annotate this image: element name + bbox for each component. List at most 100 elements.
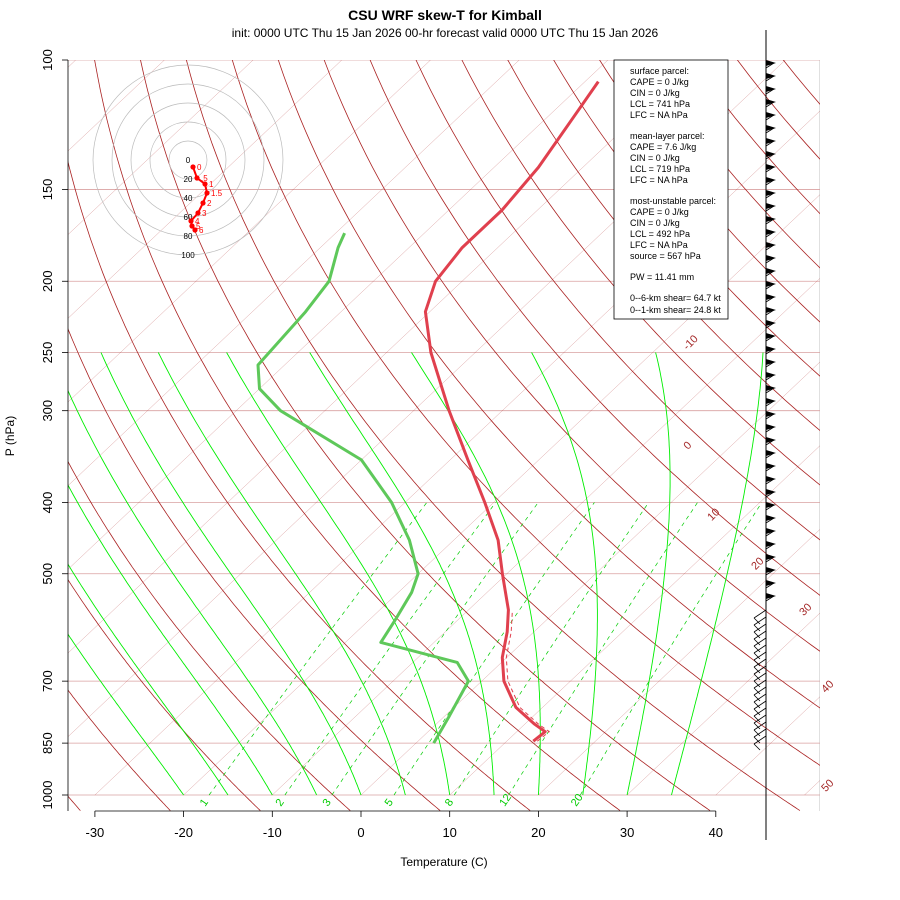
moist-adiabat [411,352,541,796]
y-tick-label: 400 [40,492,55,514]
mixing-ratio-line [393,502,595,796]
wind-pennant [766,99,776,105]
dry-adiabat [68,689,171,811]
wind-pennant [766,86,776,92]
wind-barb [753,693,767,703]
dry-adiabat [816,44,900,811]
wind-barb [753,659,761,667]
hodograph-height-label: 1 [209,180,214,189]
dry-adiabat [68,579,261,811]
dry-adiabat [736,60,820,160]
wind-barb [765,101,775,108]
wind-barb [753,722,761,730]
wind-barb [765,517,775,524]
wind-barb [753,707,767,717]
wind-barb [753,645,761,653]
moist-adiabat [531,352,598,796]
y-tick-label: 500 [40,563,55,585]
wind-barb [753,624,761,632]
isotherm-label: 20 [749,555,766,572]
wind-barb [765,127,775,134]
wind-barb [753,743,761,751]
y-tick-label: 700 [40,670,55,692]
mu-cape: CAPE = 0 J/kg [630,207,689,217]
wind-pennant [766,125,776,131]
x-tick-label: -30 [86,825,105,840]
isotherm-line [68,60,520,486]
mu-source: source = 567 hPa [630,251,701,261]
x-tick-label: -10 [263,825,282,840]
wind-pennant [766,242,776,248]
isotherm-line [68,60,165,152]
moist-adiabat [68,563,229,796]
hodograph-ring [130,102,246,218]
wind-pennant [766,190,776,196]
isotherm-line [538,529,820,796]
hodograph-point [192,227,198,233]
moist-adiabat [68,633,184,796]
wind-barb [753,721,767,731]
wind-pennant [766,450,776,456]
dry-adiabat [861,44,900,811]
surface-cape: CAPE = 0 J/kg [630,77,689,87]
isotherm-line [68,60,609,570]
wind-pennant [766,268,776,274]
chart-title: CSU WRF skew-T for Kimball [348,7,542,23]
isotherm-line [893,60,900,795]
dry-adiabat [461,60,820,486]
hodograph-height-label: 1.5 [211,189,223,198]
wind-barb [765,218,775,225]
mixing-ratio-line [208,502,428,796]
moist-adiabat [671,352,764,796]
hodograph-height-label: 2 [207,199,212,208]
wind-barb [765,114,775,121]
wind-barb [765,400,775,407]
hodograph-ring [92,64,284,256]
dry-adiabat [140,60,711,811]
mixing-ratio-label: 1 [198,797,211,809]
wind-barb [753,631,761,639]
hodograph-ring-label: 20 [184,175,193,184]
wind-barb [753,672,767,682]
wind-barb [765,374,775,381]
wind-barb [753,708,761,716]
hodograph-height-label: .5 [201,174,208,183]
mu-cin: CIN = 0 J/kg [630,218,680,228]
hodograph-ring-label: 0 [186,156,191,165]
wind-barb [753,715,761,723]
wind-barb [753,728,767,738]
wind-pennant [766,255,776,261]
x-tick-label: 30 [620,825,634,840]
isotherm-line [94,110,820,796]
ml-parcel-header: mean-layer parcel: [630,131,705,141]
axis-labels: 1 2 3 5 8 12 20-100102030405010015020025030040… [40,49,836,840]
wind-pennant [766,229,776,235]
moist-adiabat [626,352,671,796]
isotherm-line [449,445,820,796]
wind-barb [753,616,767,626]
isotherm-label: 0 [681,439,694,452]
wind-barb [753,623,767,633]
wind-pennant [766,60,776,66]
mu-lcl: LCL = 492 hPa [630,229,690,239]
wind-barb [765,465,775,472]
surface-parcel-header: surface parcel: [630,66,689,76]
isotherm-line [68,60,254,235]
wind-barb [765,478,775,485]
wind-barb [765,582,775,589]
ml-lcl: LCL = 719 hPa [630,164,690,174]
wind-barb [753,630,767,640]
wind-barb [765,348,775,355]
wind-barb [753,609,767,619]
wind-barb [765,387,775,394]
moist-adiabat [100,352,362,796]
wind-barb [753,735,767,745]
wind-barb [753,694,761,702]
moist-adiabat [68,389,318,796]
mu-lfc: LFC = NA hPa [630,240,688,250]
wind-pennant [766,359,776,365]
isotherm-line [272,278,820,796]
wind-barb [765,491,775,498]
wind-barb [765,140,775,147]
